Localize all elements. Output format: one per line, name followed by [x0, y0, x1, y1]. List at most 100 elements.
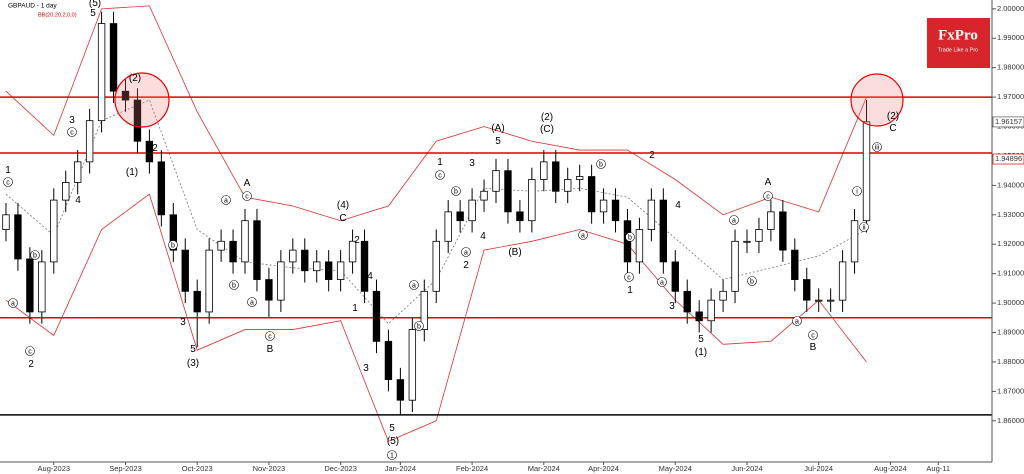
- x-tick-label: Nov-2023: [253, 464, 286, 473]
- candle-body: [528, 179, 536, 222]
- wave-label: (5): [89, 0, 101, 9]
- wave-label: ii: [862, 224, 866, 231]
- candle-body: [408, 329, 417, 401]
- wave-label: b: [750, 278, 754, 285]
- y-tick-label: 1.89000: [997, 328, 1024, 337]
- candle-body: [456, 211, 464, 222]
- candle-body: [540, 161, 548, 180]
- candle-body: [719, 290, 727, 301]
- candle-body: [62, 182, 70, 201]
- wave-circle: [409, 280, 419, 290]
- candle-body: [779, 211, 787, 251]
- y-tick-label: 1.93000: [997, 210, 1024, 219]
- wave-label: c: [766, 193, 770, 200]
- wave-circle: [25, 346, 35, 356]
- y-tick-label: 1.92000: [997, 239, 1024, 248]
- x-tick-label: Apr-2024: [588, 464, 619, 473]
- candle-body: [265, 279, 273, 301]
- logo-box: [927, 18, 990, 68]
- wave-label: a: [224, 197, 228, 204]
- wave-circle: [852, 186, 862, 196]
- wave-label: b: [417, 323, 421, 330]
- candle-body: [791, 249, 799, 280]
- candle-body: [635, 229, 644, 263]
- wave-label: (5): [387, 436, 399, 447]
- wave-circle: [435, 170, 445, 180]
- wave-label: 5: [698, 334, 704, 345]
- candle-body: [683, 290, 691, 313]
- indicator-label: BB(20,20,2,0,0): [38, 12, 77, 18]
- candle-body: [50, 199, 58, 263]
- candle-body: [599, 199, 608, 213]
- bollinger-upper: [5, 5, 867, 222]
- x-tick-label: May-2024: [659, 464, 692, 473]
- candle-body: [2, 214, 10, 230]
- wave-label: a: [250, 299, 254, 306]
- x-tick-label: Jun-2024: [731, 464, 762, 473]
- candle-body: [396, 379, 405, 401]
- wave-circle: [763, 191, 773, 201]
- x-tick-label: Dec-2023: [324, 464, 357, 473]
- wave-label: c: [438, 172, 442, 179]
- wave-label: 1: [390, 452, 394, 459]
- wave-label: b: [171, 242, 175, 249]
- wave-circle: [747, 276, 757, 286]
- candle-body: [14, 214, 22, 260]
- wave-label: 3: [180, 317, 186, 328]
- candle-body: [671, 261, 679, 292]
- wave-label: (A): [491, 123, 504, 134]
- wave-label: 5: [90, 8, 96, 19]
- candle-body: [587, 176, 596, 213]
- wave-label: b: [628, 234, 632, 241]
- y-tick-label: 1.90000: [997, 298, 1024, 307]
- candle-body: [516, 211, 524, 222]
- y-tick-label: 1.99000: [997, 33, 1024, 42]
- candle-body: [743, 240, 751, 243]
- candle-body: [647, 199, 656, 230]
- wave-label: (4): [337, 200, 349, 211]
- wave-circle: [451, 186, 461, 196]
- wave-label: a: [412, 282, 416, 289]
- wave-label: b: [454, 188, 458, 195]
- wave-label: 2: [28, 359, 34, 370]
- candle-body: [420, 290, 428, 330]
- candle-body: [241, 220, 249, 263]
- logo-brand: FxPro: [938, 27, 978, 43]
- wave-label: C: [339, 213, 346, 224]
- x-tick-label: Jan-2024: [385, 464, 416, 473]
- candle-body: [217, 240, 225, 251]
- candle-body: [313, 261, 321, 272]
- x-tick-label: Aug-2024: [874, 464, 907, 473]
- wave-label: 3: [363, 363, 369, 374]
- candle-body: [659, 199, 668, 263]
- candle-body: [289, 249, 297, 263]
- wave-label: a: [464, 249, 468, 256]
- y-tick-label: 1.98000: [997, 63, 1024, 72]
- highlight-circle: [850, 73, 904, 127]
- wave-label: 4: [75, 195, 81, 206]
- candle-body: [838, 261, 847, 301]
- wave-label: c: [245, 193, 249, 200]
- candle-body: [815, 299, 823, 302]
- logo-tagline: Trade Like a Pro: [938, 47, 978, 53]
- candle-body: [803, 279, 811, 301]
- wave-label: 3: [469, 158, 475, 169]
- wave-label: A: [765, 177, 772, 188]
- wave-label: 2: [354, 235, 360, 246]
- candle-body: [181, 249, 189, 292]
- candle-body: [336, 261, 345, 280]
- plot-area: [0, 5, 992, 442]
- wave-circle: [657, 277, 667, 287]
- wave-circle: [414, 321, 424, 331]
- candle-body: [85, 120, 94, 163]
- candle-body: [301, 249, 309, 272]
- wave-label: 2: [463, 260, 469, 271]
- candle-body: [695, 311, 703, 322]
- candle-body: [157, 161, 166, 216]
- wave-circle: [461, 247, 471, 257]
- candle-body: [74, 161, 82, 183]
- wave-label: (3): [187, 358, 199, 369]
- candle-body: [229, 240, 237, 263]
- wave-label: 2: [649, 150, 655, 161]
